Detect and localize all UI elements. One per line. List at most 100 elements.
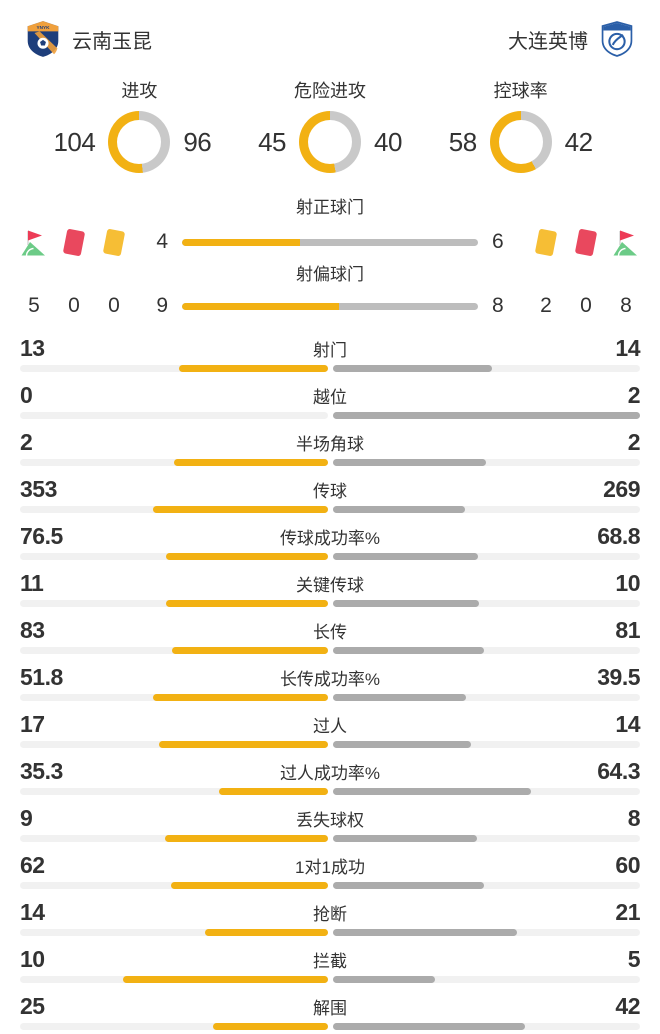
away-discipline-icons [526,228,646,257]
away-stat-value: 5 [627,946,641,972]
stat-row: 13 射门 14 [20,335,641,372]
away-stat-value: 39.5 [597,664,640,690]
stat-label: 长传 [313,623,347,642]
shots-off-target-block: 射偏球门 5 0 0 9 8 2 0 8 [0,264,660,321]
stat-label: 抢断 [313,905,347,924]
home-yellow-card-count: 0 [108,294,120,317]
home-stat-value: 62 [20,852,45,878]
away-stat-value: 81 [615,617,640,643]
home-discipline-counts: 5 0 0 [14,294,134,318]
away-stat-value: 269 [603,476,640,502]
away-stat-value: 14 [615,335,640,361]
stat-row: 9 丢失球权 8 [20,805,641,842]
shots-off-target-title: 射偏球门 [296,265,364,284]
away-stat-value: 60 [615,852,640,878]
stat-label: 长传成功率% [279,670,381,689]
away-stat-bar [332,929,640,936]
home-stat-value: 353 [20,476,57,502]
donut-title: 控球率 [493,81,548,101]
away-stat-value: 2 [627,429,641,455]
home-value: 104 [53,126,96,157]
shots-on-target-block: 射正球门 4 6 [0,197,660,260]
away-stat-bar [332,459,640,466]
corner-flag-icon [606,228,646,257]
home-red-card-count: 0 [68,294,80,317]
stat-row: 10 拦截 5 [20,946,641,983]
yellow-card-icon [94,228,134,256]
stat-row: 17 过人 14 [20,711,641,748]
away-yellow-card-count: 2 [540,294,552,317]
away-team[interactable]: 大连英博 [508,20,634,58]
stat-row: 14 抢断 21 [20,899,641,936]
home-stat-value: 25 [20,993,45,1019]
stat-label: 解围 [313,999,347,1018]
away-stat-value: 14 [615,711,640,737]
home-discipline-icons [14,228,134,257]
away-value: 42 [564,126,593,157]
away-value: 96 [183,126,212,157]
away-stat-value: 42 [615,993,640,1019]
stat-label: 过人成功率% [279,764,381,783]
home-stat-value: 35.3 [20,758,63,784]
donut-attacks: 进攻 104 96 [44,80,235,173]
home-stat-value: 51.8 [20,664,63,690]
match-header: YNYK 云南玉昆 大连英博 [0,0,660,58]
away-stat-bar [332,788,640,795]
home-stat-value: 14 [20,899,45,925]
stat-label: 射门 [313,341,347,360]
away-stat-value: 10 [615,570,640,596]
home-stat-value: 76.5 [20,523,63,549]
home-stat-value: 17 [20,711,45,737]
away-value: 6 [492,230,504,253]
stat-row: 51.8 长传成功率% 39.5 [20,664,641,701]
away-stat-value: 68.8 [597,523,640,549]
away-stat-value: 21 [615,899,640,925]
stat-label: 丢失球权 [296,811,364,830]
stat-row: 35.3 过人成功率% 64.3 [20,758,641,795]
donut-charts: 进攻 104 96 危险进攻 45 40 控球率 58 42 [0,80,660,173]
away-stat-value: 2 [627,382,641,408]
away-value: 8 [492,294,504,317]
shots-off-target-bar [182,302,478,310]
shots-on-target-bar [182,238,478,246]
home-stat-bar [20,694,328,701]
corner-flag-icon [14,228,54,257]
stat-row: 62 1对1成功 60 [20,852,641,889]
home-stat-bar [20,365,328,372]
away-team-badge-icon [600,20,634,58]
away-stat-bar [332,365,640,372]
red-card-icon [54,228,94,256]
away-stat-bar [332,506,640,513]
stat-row: 353 传球 269 [20,476,641,513]
away-stat-bar [332,647,640,654]
home-stat-value: 13 [20,335,45,361]
home-stat-bar [20,976,328,983]
home-stat-bar [20,553,328,560]
stat-row: 76.5 传球成功率% 68.8 [20,523,641,560]
home-stat-bar [20,741,328,748]
home-value: 9 [156,294,168,317]
svg-text:YNYK: YNYK [37,25,51,30]
away-stat-bar [332,976,640,983]
home-stat-bar [20,600,328,607]
home-stat-bar [20,1023,328,1030]
stat-label: 越位 [313,388,347,407]
away-stat-bar [332,835,640,842]
away-stat-bar [332,412,640,419]
home-value: 58 [448,126,477,157]
home-stat-bar [20,882,328,889]
away-stat-value: 8 [627,805,641,831]
home-value: 45 [258,126,286,157]
home-stat-bar [20,647,328,654]
away-stat-bar [332,882,640,889]
home-team[interactable]: YNYK 云南玉昆 [26,20,152,58]
stat-row: 11 关键传球 10 [20,570,641,607]
donut-ring [299,111,361,173]
stat-row: 0 越位 2 [20,382,641,419]
stat-label: 关键传球 [296,576,364,595]
away-value: 40 [374,126,402,157]
home-stat-value: 2 [20,429,33,455]
home-stat-value: 0 [20,382,33,408]
away-team-name: 大连英博 [508,30,588,53]
donut-possession: 控球率 58 42 [425,80,616,173]
